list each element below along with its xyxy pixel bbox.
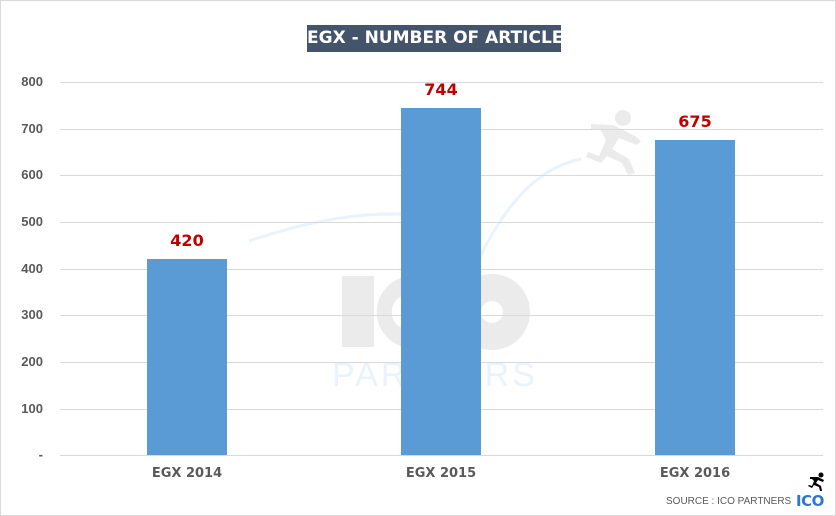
bar xyxy=(147,259,227,455)
data-label: 420 xyxy=(170,231,204,250)
watermark-arc-right xyxy=(477,157,582,260)
running-man-icon xyxy=(808,472,824,491)
ico-logo: ICO xyxy=(796,492,824,510)
chart-title: EGX - NUMBER OF ARTICLES xyxy=(307,25,576,52)
y-tick-label: 700 xyxy=(21,121,43,136)
gridline-800 xyxy=(60,82,823,83)
y-tick-label: - xyxy=(38,447,43,462)
bar xyxy=(655,140,735,455)
data-label: 744 xyxy=(424,80,458,99)
y-tick-label: 600 xyxy=(21,167,43,182)
x-axis-label: EGX 2016 xyxy=(659,466,731,481)
y-tick-label: 500 xyxy=(21,214,43,229)
x-axis-label: EGX 2014 xyxy=(151,466,223,481)
data-label: 675 xyxy=(678,112,712,131)
gridline-0 xyxy=(60,455,823,456)
bar xyxy=(401,108,481,455)
y-tick-label: 100 xyxy=(21,401,43,416)
watermark-letter-i xyxy=(342,276,374,347)
source-text: SOURCE : ICO PARTNERS xyxy=(666,496,792,507)
watermark-running-man-icon xyxy=(586,110,641,175)
y-tick-label: 300 xyxy=(21,307,43,322)
y-tick-label: 800 xyxy=(21,74,43,89)
y-tick-label: 200 xyxy=(21,354,43,369)
x-axis-label: EGX 2015 xyxy=(405,466,477,481)
y-tick-label: 400 xyxy=(21,261,43,276)
